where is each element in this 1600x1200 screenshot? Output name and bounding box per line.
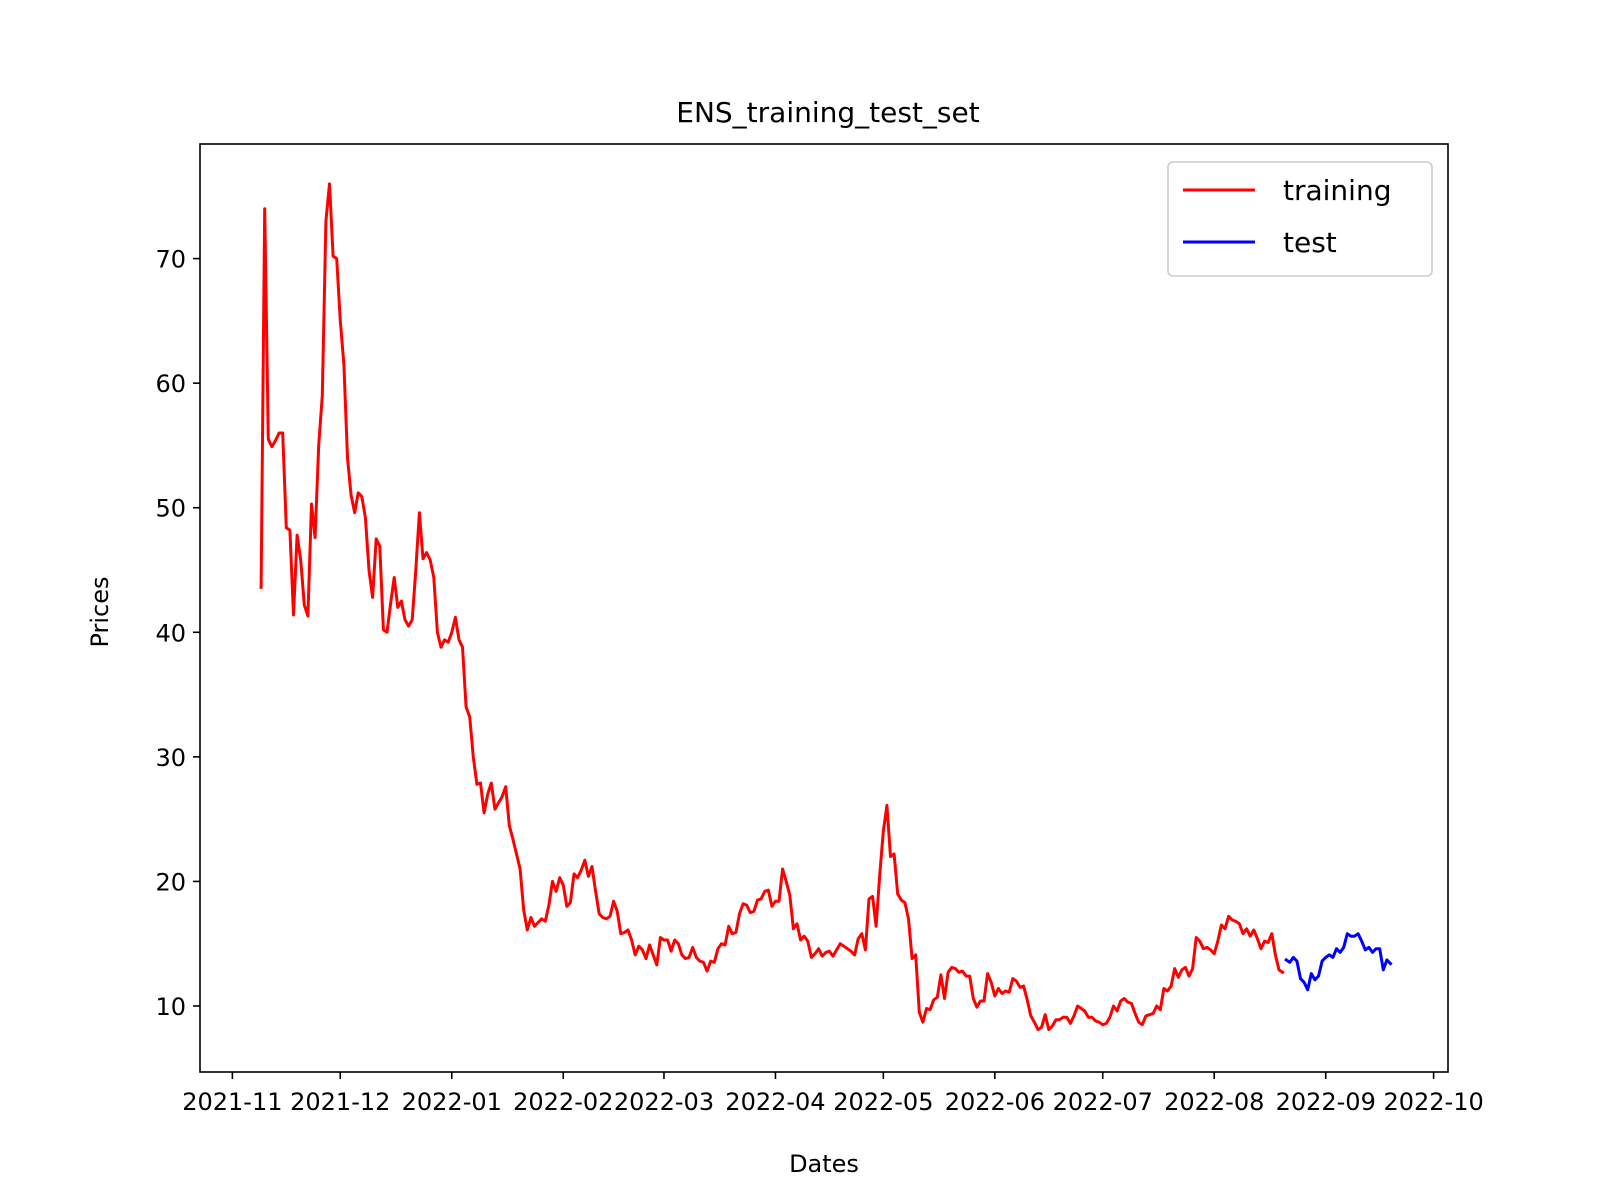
x-axis: 2021-11 2021-12 2022-01 2022-02 2022-03 2022-… xyxy=(182,1072,1484,1116)
x-tick-label-2022-03: 2022-03 xyxy=(614,1088,714,1116)
y-tick-label-50: 50 xyxy=(155,495,186,523)
y-tick-label-40: 40 xyxy=(155,619,186,647)
x-tick-label-2022-06: 2022-06 xyxy=(945,1088,1045,1116)
legend-label-test: test xyxy=(1283,226,1337,259)
x-tick-label-2021-12: 2021-12 xyxy=(290,1088,390,1116)
y-axis: 10 20 30 40 50 60 70 xyxy=(155,246,200,1021)
y-axis-label: Prices xyxy=(86,576,114,647)
x-tick-label-2021-11: 2021-11 xyxy=(182,1088,282,1116)
legend-label-training: training xyxy=(1283,174,1391,207)
plot-frame xyxy=(199,143,1449,1073)
series-line-training xyxy=(259,182,1285,1032)
y-tick-label-20: 20 xyxy=(155,868,186,896)
x-tick-label-2022-08: 2022-08 xyxy=(1164,1088,1264,1116)
y-tick-label-70: 70 xyxy=(155,246,186,274)
x-tick-label-2022-09: 2022-09 xyxy=(1276,1088,1376,1116)
x-tick-label-2022-01: 2022-01 xyxy=(402,1088,502,1116)
y-tick-label-10: 10 xyxy=(155,993,186,1021)
series-line-test xyxy=(1284,932,1393,992)
legend: training test xyxy=(1167,161,1433,277)
x-tick-label-2022-04: 2022-04 xyxy=(725,1088,825,1116)
y-tick-label-30: 30 xyxy=(155,744,186,772)
x-axis-label: Dates xyxy=(789,1150,859,1178)
y-tick-label-60: 60 xyxy=(155,370,186,398)
x-tick-label-2022-05: 2022-05 xyxy=(833,1088,933,1116)
chart-title: ENS_training_test_set xyxy=(676,96,979,129)
x-tick-label-2022-07: 2022-07 xyxy=(1053,1088,1153,1116)
series-layer xyxy=(259,182,1393,1032)
x-tick-label-2022-10: 2022-10 xyxy=(1383,1088,1483,1116)
x-tick-label-2022-02: 2022-02 xyxy=(513,1088,613,1116)
